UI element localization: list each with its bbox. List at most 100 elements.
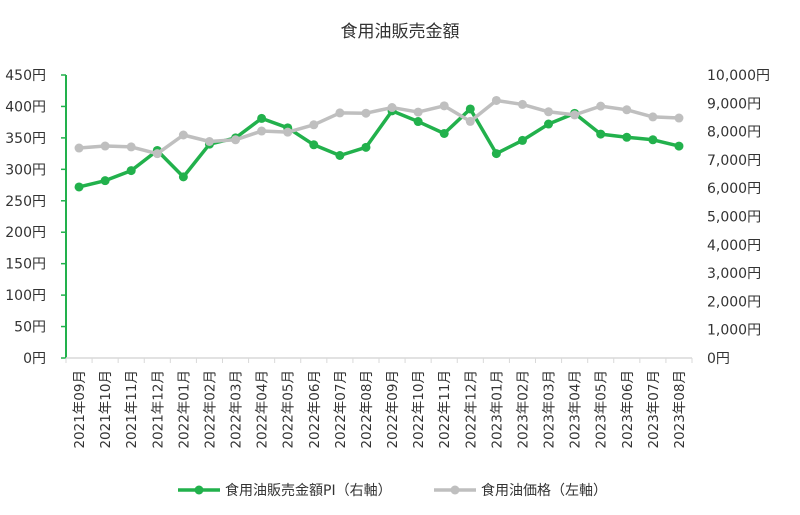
data-point <box>257 113 267 123</box>
right-tick-label: 5,000円 <box>707 210 761 226</box>
left-tick-label: 50円 <box>14 320 46 336</box>
x-tick-label: 2022年07月 <box>333 370 349 449</box>
data-point <box>100 141 110 151</box>
data-point <box>387 103 397 113</box>
x-tick-label: 2022年05月 <box>281 370 297 449</box>
right-tick-label: 1,000円 <box>707 323 761 339</box>
x-tick-label: 2022年01月 <box>176 370 192 449</box>
data-point <box>674 113 684 123</box>
data-point <box>309 140 319 150</box>
x-tick-label: 2023年04月 <box>568 370 584 449</box>
data-point <box>491 149 501 159</box>
x-tick-label: 2023年02月 <box>515 370 531 449</box>
data-point <box>413 107 423 117</box>
data-point <box>257 126 267 136</box>
right-axis-ticks: 0円 1,000円 2,000円 3,000円 4,000円 5,000円 6,000円 7,… <box>707 68 770 367</box>
left-tick-label: 300円 <box>5 162 46 178</box>
x-tick-label: 2022年08月 <box>359 370 375 449</box>
legend-item-sales-pi: 食用油販売金額PI（右軸） <box>178 482 392 499</box>
data-point <box>126 142 136 152</box>
data-point <box>335 108 345 118</box>
left-tick-label: 150円 <box>5 257 46 273</box>
data-point <box>361 142 371 152</box>
left-tick-label: 250円 <box>5 194 46 210</box>
right-tick-label: 2,000円 <box>707 294 761 310</box>
data-point <box>100 176 110 186</box>
data-point <box>596 129 606 139</box>
chart-title: 食用油販売金額 <box>341 22 460 42</box>
x-tick-label: 2022年11月 <box>437 370 453 449</box>
legend-label: 食用油販売金額PI（右軸） <box>225 482 392 499</box>
x-tick-label: 2023年03月 <box>542 370 558 449</box>
right-tick-label: 4,000円 <box>707 238 761 254</box>
x-tick-label: 2022年12月 <box>463 370 479 449</box>
data-point <box>465 116 475 126</box>
data-point <box>178 130 188 140</box>
left-tick-label: 350円 <box>5 131 46 147</box>
data-point <box>178 172 188 182</box>
left-tick-label: 100円 <box>5 288 46 304</box>
data-point <box>544 107 554 117</box>
x-tick-label: 2023年07月 <box>646 370 662 449</box>
right-tick-label: 10,000円 <box>707 68 770 84</box>
left-axis-ticks: 0円 50円 100円 150円 200円 250円 300円 350円 400円 450円 <box>5 68 66 367</box>
legend-swatch-marker <box>450 485 460 495</box>
right-tick-label: 3,000円 <box>707 266 761 282</box>
right-tick-label: 9,000円 <box>707 96 761 112</box>
x-tick-label: 2021年09月 <box>72 370 88 449</box>
x-tick-label: 2023年06月 <box>620 370 636 449</box>
data-point <box>544 119 554 129</box>
left-tick-label: 400円 <box>5 99 46 115</box>
x-tick-label: 2023年08月 <box>672 370 688 449</box>
data-point <box>648 135 658 145</box>
legend-label: 食用油価格（左軸） <box>481 482 607 499</box>
x-tick-label: 2022年02月 <box>202 370 218 449</box>
data-point <box>283 127 293 137</box>
x-tick-label: 2022年04月 <box>255 370 271 449</box>
data-point <box>152 149 162 159</box>
series-line <box>78 107 680 189</box>
legend-item-oil-price: 食用油価格（左軸） <box>434 482 607 499</box>
data-point <box>570 110 580 120</box>
data-point <box>361 108 371 118</box>
legend: 食用油販売金額PI（右軸） 食用油価格（左軸） <box>178 482 607 499</box>
data-point <box>231 135 241 145</box>
data-point <box>74 182 84 192</box>
x-tick-label: 2022年03月 <box>229 370 245 449</box>
data-point <box>465 104 475 114</box>
data-point <box>622 132 632 142</box>
data-point <box>648 112 658 122</box>
left-tick-label: 200円 <box>5 225 46 241</box>
x-tick-label: 2021年11月 <box>124 370 140 449</box>
series-oil-price <box>74 95 684 159</box>
x-tick-label: 2022年09月 <box>385 370 401 449</box>
x-tick-label: 2023年05月 <box>594 370 610 449</box>
right-tick-label: 0円 <box>707 351 730 367</box>
data-point <box>517 135 527 145</box>
data-point <box>335 150 345 160</box>
series-line <box>78 98 680 156</box>
data-point <box>74 143 84 153</box>
x-tick-label: 2023年01月 <box>489 370 505 449</box>
left-tick-label: 450円 <box>5 68 46 84</box>
x-tick-label: 2022年10月 <box>411 370 427 449</box>
data-point <box>517 99 527 109</box>
data-point <box>596 101 606 111</box>
data-point <box>622 105 632 115</box>
x-tick-label: 2021年12月 <box>150 370 166 449</box>
left-tick-label: 0円 <box>23 351 46 367</box>
data-point <box>309 120 319 130</box>
data-point <box>439 101 449 111</box>
data-point <box>126 166 136 176</box>
right-tick-label: 6,000円 <box>707 181 761 197</box>
series-layer <box>74 95 684 192</box>
data-point <box>674 141 684 151</box>
x-axis-ticks: 2021年09月 2021年10月 2021年11月 2021年12月 2022年01月… <box>65 358 693 449</box>
data-point <box>413 117 423 127</box>
x-tick-label: 2021年10月 <box>98 370 114 449</box>
right-tick-label: 8,000円 <box>707 125 761 141</box>
data-point <box>491 95 501 105</box>
data-point <box>439 128 449 138</box>
data-point <box>204 137 214 147</box>
